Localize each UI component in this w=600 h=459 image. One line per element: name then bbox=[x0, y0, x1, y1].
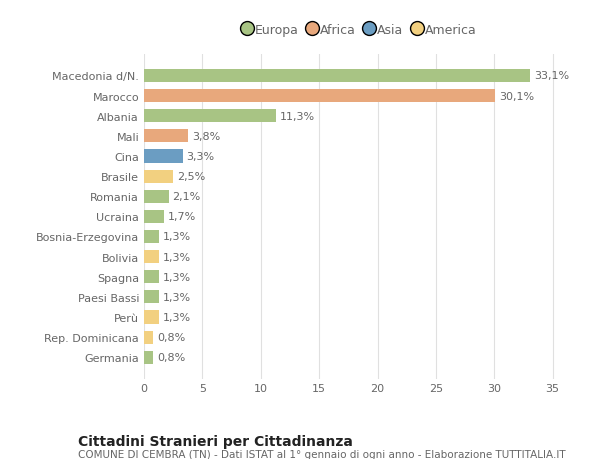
Bar bbox=[144, 210, 164, 224]
Text: 1,3%: 1,3% bbox=[163, 252, 191, 262]
Bar bbox=[144, 351, 154, 364]
Text: 3,8%: 3,8% bbox=[192, 132, 220, 141]
Text: COMUNE DI CEMBRA (TN) - Dati ISTAT al 1° gennaio di ogni anno - Elaborazione TUT: COMUNE DI CEMBRA (TN) - Dati ISTAT al 1°… bbox=[78, 449, 566, 459]
Text: 1,3%: 1,3% bbox=[163, 272, 191, 282]
Bar bbox=[144, 291, 159, 304]
Bar bbox=[144, 110, 276, 123]
Text: 11,3%: 11,3% bbox=[280, 112, 314, 122]
Bar bbox=[144, 170, 173, 183]
Bar bbox=[144, 70, 530, 83]
Text: 0,8%: 0,8% bbox=[157, 353, 185, 363]
Bar bbox=[144, 90, 496, 103]
Text: 3,3%: 3,3% bbox=[186, 151, 214, 162]
Bar bbox=[144, 190, 169, 203]
Text: 1,3%: 1,3% bbox=[163, 232, 191, 242]
Bar bbox=[144, 230, 159, 243]
Text: 0,8%: 0,8% bbox=[157, 332, 185, 342]
Legend: Europa, Africa, Asia, America: Europa, Africa, Asia, America bbox=[239, 19, 481, 42]
Text: 1,7%: 1,7% bbox=[167, 212, 196, 222]
Text: Cittadini Stranieri per Cittadinanza: Cittadini Stranieri per Cittadinanza bbox=[78, 434, 353, 448]
Bar bbox=[144, 150, 182, 163]
Text: 30,1%: 30,1% bbox=[499, 91, 534, 101]
Bar bbox=[144, 251, 159, 263]
Text: 33,1%: 33,1% bbox=[534, 71, 569, 81]
Bar bbox=[144, 311, 159, 324]
Text: 1,3%: 1,3% bbox=[163, 312, 191, 322]
Text: 2,5%: 2,5% bbox=[176, 172, 205, 182]
Bar bbox=[144, 271, 159, 284]
Text: 1,3%: 1,3% bbox=[163, 292, 191, 302]
Bar bbox=[144, 331, 154, 344]
Text: 2,1%: 2,1% bbox=[172, 192, 200, 202]
Bar bbox=[144, 130, 188, 143]
